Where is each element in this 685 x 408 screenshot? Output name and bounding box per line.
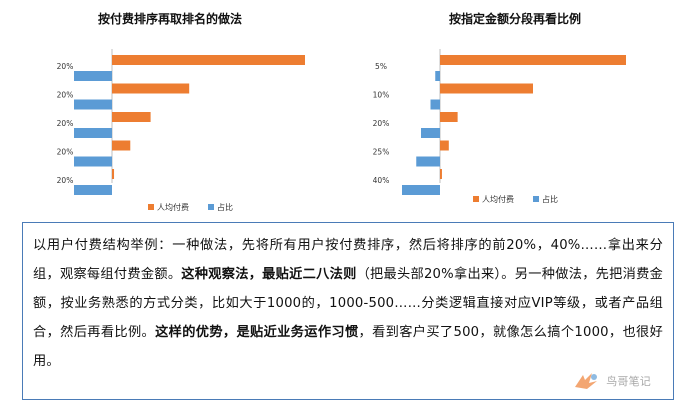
bar-series-1 bbox=[112, 55, 305, 65]
bar-series-1 bbox=[112, 112, 151, 122]
chart-left: 按付费排序再取排名的做法 20% 20% 20% 20% 20% 人均付费 占比 bbox=[0, 0, 340, 215]
legend-swatch bbox=[473, 196, 479, 202]
chart-right: 按指定金额分段再看比例 5% 10% 20% 25% 40% 人均付费 占比 bbox=[345, 0, 685, 215]
bar-series-1 bbox=[112, 169, 115, 179]
legend-label: 人均付费 bbox=[482, 194, 514, 204]
paragraph-bold: 这种观察法，最贴近二八法则 bbox=[181, 267, 357, 282]
watermark: 鸟哥笔记 bbox=[572, 367, 651, 395]
tick-label: 20% bbox=[57, 91, 74, 100]
paragraph-text: ，看到客户买了500，就像怎么搞个1000，也很好用。 bbox=[33, 325, 664, 369]
bar-series-2 bbox=[421, 128, 440, 138]
bar-series-2 bbox=[74, 185, 112, 195]
bar-series-1 bbox=[440, 140, 449, 151]
bar-series-1 bbox=[440, 169, 442, 179]
bar-series-2 bbox=[74, 99, 112, 110]
legend-label: 占比 bbox=[217, 202, 233, 212]
bar-series-2 bbox=[74, 71, 112, 81]
bar-series-2 bbox=[435, 71, 440, 81]
tick-label: 20% bbox=[373, 119, 390, 128]
description-textbox: 以用户付费结构举例：一种做法，先将所有用户按付费排序，然后将排序的前20%，40… bbox=[22, 222, 674, 400]
legend-label: 占比 bbox=[542, 194, 558, 204]
legend-swatch bbox=[533, 196, 539, 202]
tick-label: 25% bbox=[373, 148, 390, 157]
chart-left-svg: 20% 20% 20% 20% 20% 人均付费 占比 bbox=[57, 49, 305, 212]
bar-series-2 bbox=[74, 156, 112, 167]
bird-logo-icon bbox=[575, 373, 598, 389]
bar-series-1 bbox=[112, 83, 190, 94]
chart-right-svg: 5% 10% 20% 25% 40% 人均付费 占比 bbox=[373, 49, 626, 204]
bar-series-2 bbox=[430, 99, 440, 110]
tick-label: 20% bbox=[57, 62, 74, 71]
bar-series-2 bbox=[74, 128, 112, 138]
paragraph-bold: 这样的优势，是贴近业务运作习惯 bbox=[155, 325, 359, 340]
tick-label: 20% bbox=[57, 119, 74, 128]
tick-label: 5% bbox=[375, 62, 387, 71]
chart-title: 按指定金额分段再看比例 bbox=[448, 12, 581, 26]
paragraph-text: （把最头部20%拿出来）。另一种做法，先把消费金额，按业务熟悉的方式分类，比如大… bbox=[33, 267, 663, 340]
paragraph-text: 以用户付费结构举例：一种做法，先将所有用户按付费排序，然后将排序的前20%，40… bbox=[33, 238, 663, 282]
tick-label: 20% bbox=[57, 148, 74, 157]
legend-swatch bbox=[208, 204, 214, 210]
bar-series-1 bbox=[440, 112, 458, 122]
bar-series-2 bbox=[416, 156, 440, 167]
tick-label: 10% bbox=[373, 91, 390, 100]
tick-label: 20% bbox=[57, 176, 74, 185]
bar-series-1 bbox=[440, 83, 533, 94]
bar-series-1 bbox=[440, 55, 626, 65]
bar-series-2 bbox=[402, 185, 440, 195]
tick-label: 40% bbox=[373, 176, 390, 185]
watermark-text: 鸟哥笔记 bbox=[606, 374, 651, 388]
legend-swatch bbox=[148, 204, 154, 210]
chart-title: 按付费排序再取排名的做法 bbox=[97, 12, 242, 26]
legend-label: 人均付费 bbox=[157, 202, 189, 212]
bar-series-1 bbox=[112, 140, 131, 151]
